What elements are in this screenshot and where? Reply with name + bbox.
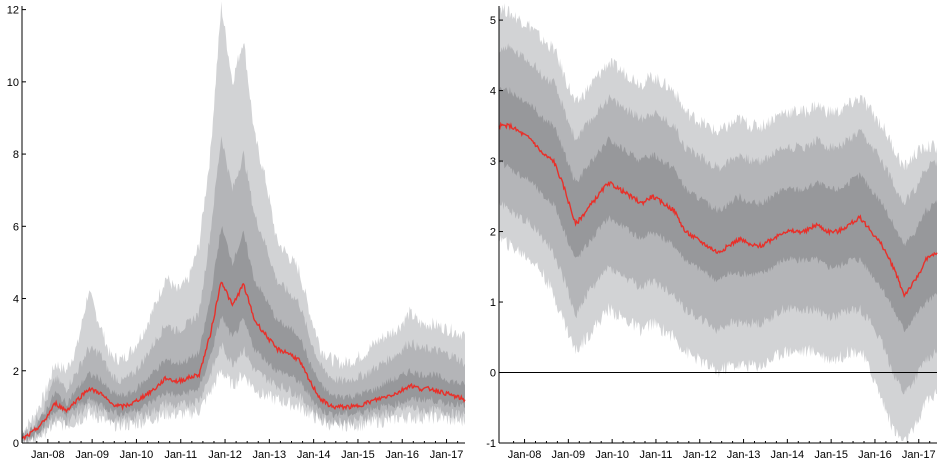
y-tick-label: 3 bbox=[490, 156, 496, 168]
y-tick-label: 5 bbox=[490, 15, 496, 27]
x-tick-label: Jan-17 bbox=[430, 449, 464, 461]
x-tick-label: Jan-16 bbox=[385, 449, 419, 461]
x-tick-label: Jan-10 bbox=[595, 449, 629, 461]
y-tick-label: 2 bbox=[490, 227, 496, 239]
x-tick-label: Jan-08 bbox=[31, 449, 65, 461]
median-line bbox=[21, 281, 466, 441]
right-fan-chart-panel: -1 0 1 2 3 4 5 Jan-08 Jan-09 Jan-10 Jan-11 Jan-12 Ja… bbox=[486, 3, 938, 461]
y-tick-label: 10 bbox=[7, 77, 19, 89]
x-tick-label: Jan-09 bbox=[75, 449, 109, 461]
x-tick-label: Jan-17 bbox=[902, 449, 936, 461]
inner-band-area bbox=[499, 86, 937, 333]
x-tick-label: Jan-11 bbox=[640, 449, 673, 461]
x-tick-label: Jan-12 bbox=[208, 449, 242, 461]
x-tick-label: Jan-08 bbox=[508, 449, 542, 461]
y-tick-label: 6 bbox=[13, 221, 19, 233]
x-tick-label: Jan-10 bbox=[120, 449, 154, 461]
x-tick-label: Jan-15 bbox=[341, 449, 375, 461]
y-tick-label: 0 bbox=[13, 438, 19, 450]
x-tick-label: Jan-11 bbox=[164, 449, 197, 461]
y-tick-label: 2 bbox=[13, 366, 19, 378]
x-tick-label: Jan-13 bbox=[727, 449, 761, 461]
inner-band-area bbox=[22, 226, 465, 443]
y-tick-label: 1 bbox=[490, 297, 496, 309]
y-tick-label: 12 bbox=[7, 5, 19, 17]
left-fan-chart-panel: 0 2 4 6 8 10 12 Jan-08 Jan-09 Jan-10 Jan-11 Jan-12 J… bbox=[7, 1, 466, 461]
y-tick-label: 0 bbox=[490, 368, 496, 380]
x-tick-label: Jan-13 bbox=[253, 449, 287, 461]
x-tick-label: Jan-16 bbox=[858, 449, 892, 461]
x-tick-label: Jan-14 bbox=[297, 449, 331, 461]
y-tick-label: 4 bbox=[13, 294, 19, 306]
x-tick-label: Jan-09 bbox=[552, 449, 586, 461]
y-tick-label: -1 bbox=[486, 438, 496, 450]
x-tick-label: Jan-12 bbox=[683, 449, 717, 461]
x-tick-label: Jan-15 bbox=[814, 449, 848, 461]
x-tick-label: Jan-14 bbox=[771, 449, 805, 461]
median-line bbox=[498, 121, 938, 298]
y-tick-label: 8 bbox=[13, 149, 19, 161]
y-tick-label: 4 bbox=[490, 86, 496, 98]
